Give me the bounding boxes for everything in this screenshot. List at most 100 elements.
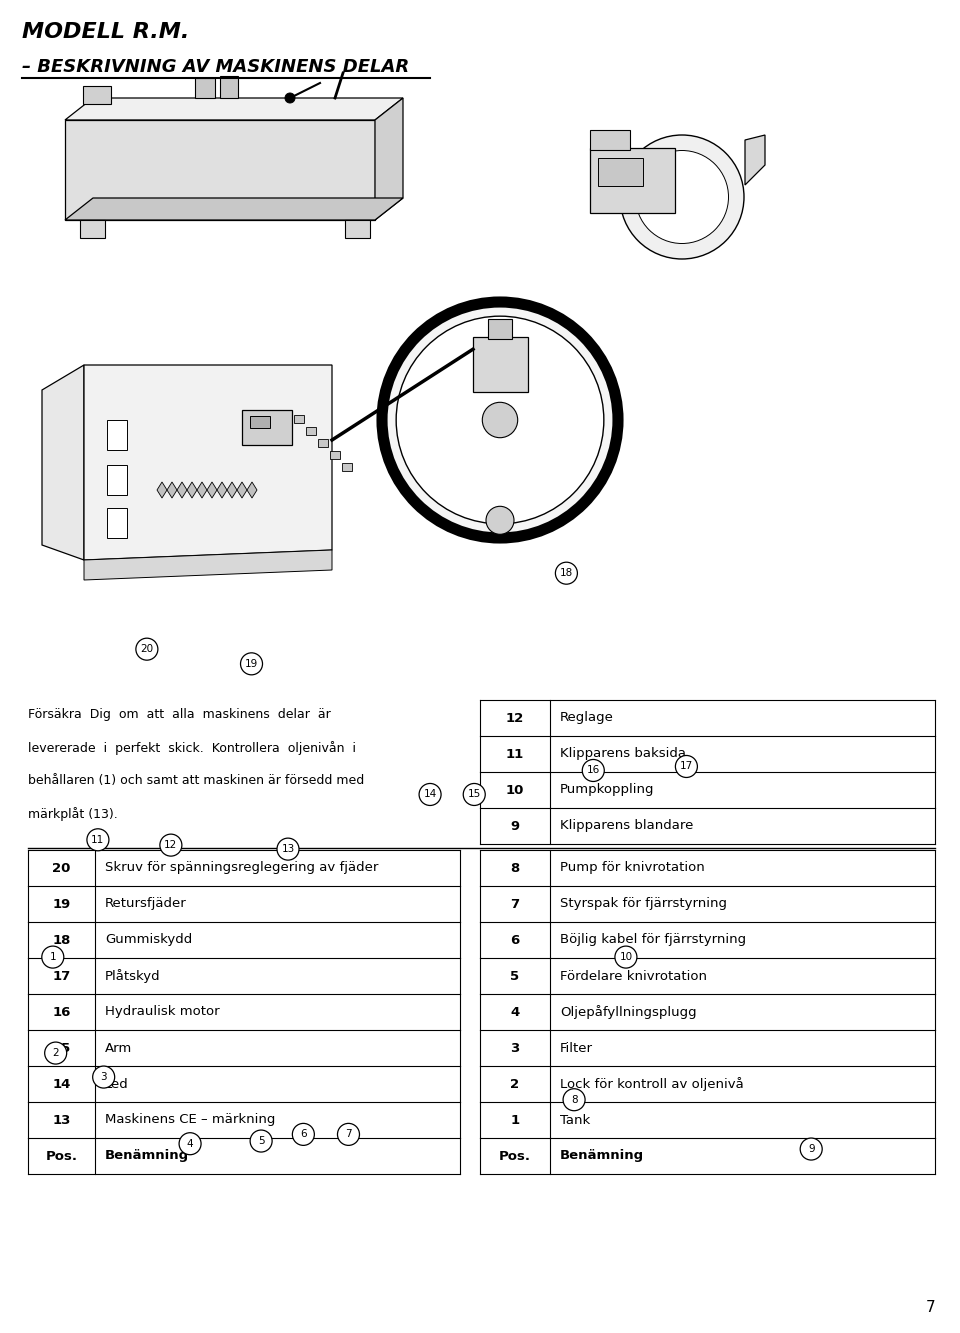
Polygon shape: [330, 451, 340, 459]
Text: 7: 7: [925, 1300, 935, 1314]
Text: 9: 9: [511, 820, 519, 833]
Polygon shape: [375, 99, 403, 220]
Text: 2: 2: [511, 1077, 519, 1090]
Text: 5: 5: [258, 1136, 264, 1146]
Text: Plåtskyd: Plåtskyd: [105, 969, 160, 982]
Text: Klipparens blandare: Klipparens blandare: [560, 820, 693, 833]
Text: Tank: Tank: [560, 1113, 590, 1126]
Polygon shape: [167, 483, 177, 499]
Polygon shape: [237, 483, 247, 499]
Text: Oljepåfyllningsplugg: Oljepåfyllningsplugg: [560, 1005, 697, 1018]
FancyBboxPatch shape: [488, 320, 512, 340]
Text: Styrspak för fjärrstyrning: Styrspak för fjärrstyrning: [560, 897, 727, 910]
Text: 6: 6: [511, 933, 519, 946]
Text: 6: 6: [300, 1129, 306, 1140]
FancyBboxPatch shape: [473, 337, 528, 392]
Polygon shape: [247, 483, 257, 499]
Text: 8: 8: [571, 1094, 577, 1105]
Circle shape: [338, 1124, 359, 1145]
Text: Maskinens CE – märkning: Maskinens CE – märkning: [105, 1113, 276, 1126]
Circle shape: [464, 784, 485, 805]
Text: 14: 14: [52, 1077, 71, 1090]
Text: behållaren (1) och samt att maskinen är försedd med: behållaren (1) och samt att maskinen är …: [28, 774, 364, 786]
Circle shape: [801, 1138, 822, 1160]
Text: 11: 11: [506, 748, 524, 761]
Text: 7: 7: [511, 897, 519, 910]
Text: 18: 18: [52, 933, 71, 946]
Polygon shape: [84, 365, 332, 560]
Text: Filter: Filter: [560, 1041, 593, 1054]
FancyBboxPatch shape: [590, 131, 630, 151]
Polygon shape: [318, 439, 328, 447]
Text: 20: 20: [52, 861, 71, 874]
Polygon shape: [306, 427, 316, 435]
Text: Böjlig kabel för fjärrstyrning: Böjlig kabel för fjärrstyrning: [560, 933, 746, 946]
Polygon shape: [177, 483, 187, 499]
Text: Arm: Arm: [105, 1041, 132, 1054]
Text: levererade  i  perfekt  skick.  Kontrollera  oljenivån  i: levererade i perfekt skick. Kontrollera …: [28, 741, 356, 754]
Text: 16: 16: [587, 765, 600, 776]
Text: 4: 4: [187, 1138, 193, 1149]
Text: Gummiskydd: Gummiskydd: [105, 933, 192, 946]
Text: 10: 10: [506, 784, 524, 797]
Text: 18: 18: [560, 568, 573, 579]
Polygon shape: [207, 483, 217, 499]
Text: 19: 19: [53, 897, 71, 910]
Circle shape: [564, 1089, 585, 1110]
Circle shape: [583, 760, 604, 781]
Text: 7: 7: [346, 1129, 351, 1140]
Text: 15: 15: [53, 1041, 71, 1054]
Text: 1: 1: [511, 1113, 519, 1126]
Text: Benämning: Benämning: [105, 1149, 189, 1162]
Polygon shape: [345, 220, 370, 239]
Polygon shape: [42, 365, 84, 560]
Circle shape: [486, 507, 514, 535]
Text: Fördelare knivrotation: Fördelare knivrotation: [560, 969, 707, 982]
Text: – BESKRIVNING AV MASKINENS DELAR: – BESKRIVNING AV MASKINENS DELAR: [22, 59, 409, 76]
Circle shape: [293, 1124, 314, 1145]
Text: 17: 17: [53, 969, 71, 982]
Polygon shape: [65, 120, 375, 220]
Polygon shape: [294, 415, 304, 423]
Circle shape: [93, 1066, 114, 1088]
Polygon shape: [745, 135, 765, 185]
Polygon shape: [107, 465, 127, 495]
Circle shape: [615, 946, 636, 968]
FancyBboxPatch shape: [195, 79, 215, 99]
Polygon shape: [187, 483, 197, 499]
Polygon shape: [217, 483, 227, 499]
Polygon shape: [84, 551, 332, 580]
Text: 16: 16: [52, 1005, 71, 1018]
Text: 12: 12: [164, 840, 178, 850]
Polygon shape: [107, 420, 127, 451]
Text: Pumpkoppling: Pumpkoppling: [560, 784, 655, 797]
Circle shape: [42, 946, 63, 968]
Text: 20: 20: [140, 644, 154, 655]
Polygon shape: [65, 99, 403, 120]
Polygon shape: [342, 463, 352, 471]
FancyBboxPatch shape: [242, 411, 292, 445]
Polygon shape: [65, 199, 403, 220]
Polygon shape: [227, 483, 237, 499]
Text: Hydraulisk motor: Hydraulisk motor: [105, 1005, 220, 1018]
Text: 12: 12: [506, 712, 524, 725]
Circle shape: [160, 834, 181, 856]
Circle shape: [87, 829, 108, 850]
Text: 17: 17: [680, 761, 693, 772]
Polygon shape: [107, 508, 127, 539]
Circle shape: [482, 403, 517, 437]
Circle shape: [636, 151, 729, 244]
Text: 13: 13: [52, 1113, 71, 1126]
Circle shape: [136, 639, 157, 660]
Text: märkplåt (13).: märkplåt (13).: [28, 806, 118, 821]
Text: 10: 10: [619, 952, 633, 962]
Text: Pump för knivrotation: Pump för knivrotation: [560, 861, 705, 874]
FancyBboxPatch shape: [83, 87, 111, 104]
Polygon shape: [157, 483, 167, 499]
Text: 3: 3: [101, 1072, 107, 1082]
FancyBboxPatch shape: [220, 76, 238, 99]
Circle shape: [45, 1042, 66, 1064]
Circle shape: [180, 1133, 201, 1154]
Circle shape: [277, 838, 299, 860]
Text: Led: Led: [105, 1077, 129, 1090]
